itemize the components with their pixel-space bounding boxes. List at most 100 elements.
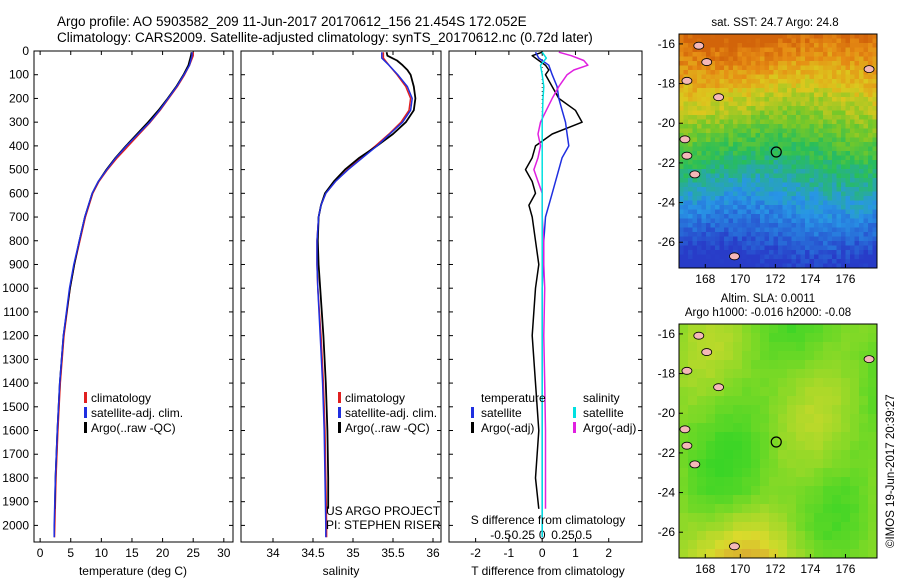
sst-map-cell: [836, 101, 842, 107]
sst-map-cell: [787, 70, 792, 75]
sst-map-cell: [827, 263, 833, 269]
sst-map-cell: [859, 137, 864, 143]
sst-map-cell: [728, 223, 734, 228]
depth-ytick-label: 1900: [2, 495, 29, 509]
sst-map-cell: [782, 178, 788, 183]
sst-map-cell: [823, 133, 828, 138]
sst-map-cell: [782, 110, 788, 116]
sla-map-cell: [814, 351, 824, 361]
sst-map-cell: [809, 47, 815, 53]
sst-map-cell: [859, 205, 864, 210]
sst-map-cell: [728, 187, 734, 192]
sst-map-cell: [823, 155, 828, 161]
sla-map-cell: [832, 441, 842, 451]
sst-map-cell: [724, 110, 729, 116]
sst-map-cell: [791, 205, 797, 210]
sst-map-cell: [778, 56, 783, 62]
sla-map-cell: [823, 369, 833, 379]
sst-map-cell: [710, 119, 716, 125]
sst-map-cell: [701, 137, 707, 143]
sst-map-cell: [818, 119, 824, 125]
sla-map-cell: [832, 351, 842, 361]
sst-map-cell: [868, 137, 873, 143]
sla-map-cell: [796, 414, 806, 424]
sla-map-cell: [868, 477, 878, 487]
sla-map-cell: [832, 333, 842, 343]
sst-map-cell: [764, 74, 770, 80]
sla-map-ytick-label: -26: [658, 525, 676, 539]
sla-map-cell: [715, 441, 725, 451]
sst-map-cell: [733, 173, 738, 179]
sst-map-cell: [868, 124, 873, 129]
sst-map-cell: [688, 178, 693, 183]
sla-map-cell: [832, 549, 842, 559]
sst-map-cell: [746, 34, 752, 39]
sst-map-cell: [737, 151, 743, 156]
sst-map-cell: [868, 83, 873, 89]
sst-map-cell: [688, 263, 693, 269]
sla-map-cell: [814, 387, 824, 397]
sst-map-cell: [782, 65, 788, 71]
sst-map-cell: [728, 205, 734, 210]
sst-map-cell: [854, 232, 860, 237]
sst-map-cell: [737, 128, 743, 134]
sst-map-cell: [845, 223, 851, 228]
sla-map-cell: [742, 342, 752, 352]
sst-map-cell: [805, 241, 810, 246]
sst-map-cell: [832, 209, 837, 215]
sst-map-cell: [755, 124, 761, 129]
sst-map-cell: [724, 187, 729, 192]
sst-map-cell: [701, 92, 707, 98]
sst-map-cell: [791, 196, 797, 201]
sst-map-cell: [706, 47, 711, 53]
sst-map-cell: [859, 232, 864, 237]
sst-map-cell: [796, 38, 801, 44]
sst-map-cell: [742, 196, 747, 201]
sst-map-cell: [688, 209, 693, 215]
sla-map-cell: [733, 423, 743, 433]
sst-map-cell: [818, 92, 824, 98]
sst-map-cell: [827, 70, 833, 75]
sst-map-cell: [805, 124, 810, 129]
sla-map-cell: [868, 333, 878, 343]
sla-map-cell: [769, 459, 779, 469]
sst-map-ytick-label: -26: [658, 235, 676, 249]
sst-map-cell: [737, 164, 743, 170]
sst-map-cell: [854, 101, 860, 107]
sst-map-cell: [701, 119, 707, 125]
sst-map-cell: [710, 101, 716, 107]
sst-map-cell: [872, 43, 878, 48]
sla-map-cell: [805, 450, 815, 460]
sla-map-cell: [841, 342, 851, 352]
sst-map-cell: [764, 70, 770, 75]
sst-map-cell: [868, 250, 873, 255]
sla-map-cell: [796, 405, 806, 415]
difference-panel: -2 -1 0 1 2 -0.5-0.25 0 0.25 0.5 S difference f…: [448, 50, 643, 578]
sla-map-cell: [823, 360, 833, 370]
sst-map-cell: [823, 241, 828, 246]
sst-map-cell: [823, 70, 828, 75]
sst-map-cell: [836, 65, 842, 71]
sst-map-cell: [742, 74, 747, 80]
sst-map-cell: [701, 241, 707, 246]
sla-map-cell: [778, 387, 788, 397]
sst-map-cell: [863, 236, 869, 242]
sla-map-cell: [688, 531, 698, 541]
sst-map-cell: [791, 218, 797, 224]
sla-map-cell: [742, 333, 752, 343]
sst-map-cell: [809, 160, 815, 165]
sst-map-cell: [742, 151, 747, 156]
sst-map-cell: [724, 259, 729, 264]
sst-map-cell: [845, 182, 851, 188]
sst-map-cell: [859, 169, 864, 174]
sst-map-cell: [845, 178, 851, 183]
sla-map-cell: [859, 432, 869, 442]
sst-map-cell: [827, 245, 833, 251]
sst-map-cell: [787, 128, 792, 134]
sst-map-cell: [719, 110, 725, 116]
sst-map-cell: [827, 142, 833, 147]
sst-map-cell: [679, 52, 684, 57]
sst-map-cell: [778, 70, 783, 75]
sla-map-cell: [832, 432, 842, 442]
series-s-satellite-line: [539, 51, 548, 538]
